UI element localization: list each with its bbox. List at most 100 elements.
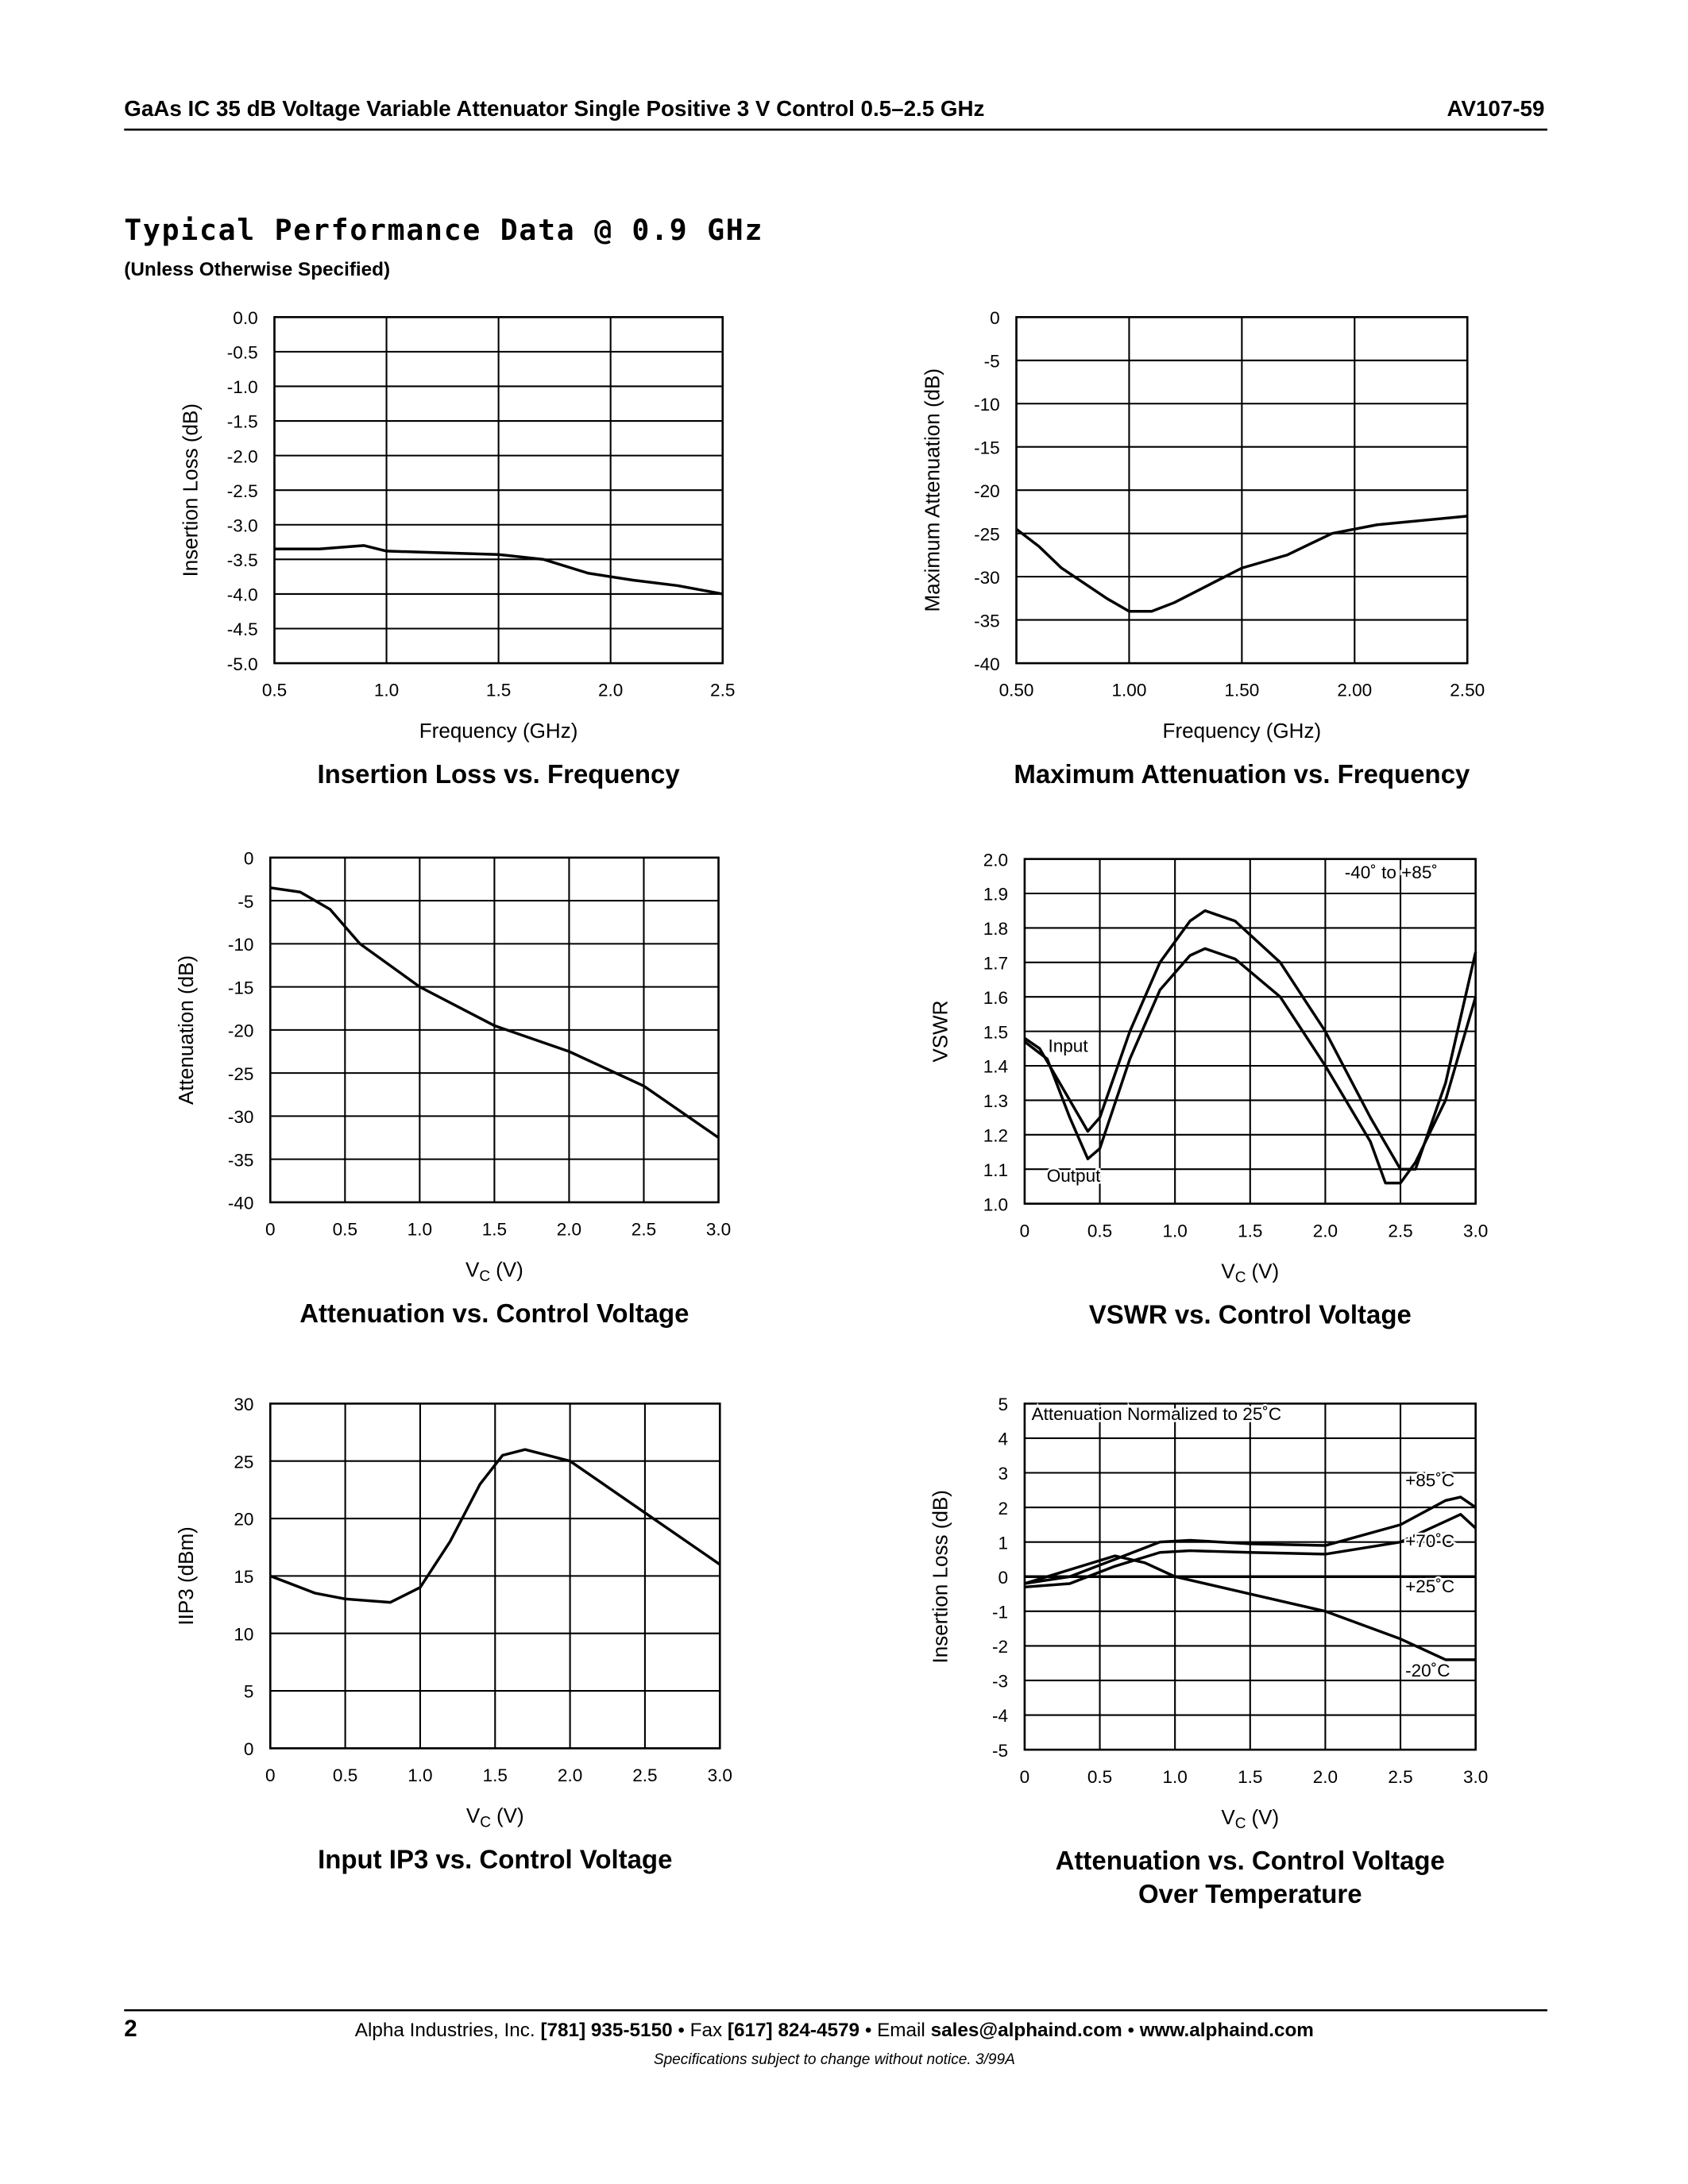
y-tick-label: 5 <box>244 1682 254 1702</box>
section-subtitle: (Unless Otherwise Specified) <box>124 259 390 280</box>
data-line <box>1015 515 1468 613</box>
data-line <box>270 886 720 1139</box>
x-axis-label: Frequency (GHz) <box>1163 719 1322 743</box>
y-tick-label: 1.2 <box>983 1126 1008 1146</box>
x-tick-label: 1.0 <box>1162 1767 1187 1787</box>
chart-title: Input IP3 vs. Control Voltage <box>318 1844 672 1873</box>
x-tick-label: 2.0 <box>1313 1767 1338 1787</box>
y-tick-label: -5 <box>992 1741 1008 1761</box>
x-tick-label: 1.5 <box>483 1765 508 1785</box>
series-label: +85˚C <box>1405 1471 1454 1491</box>
x-axis-label-sub: C <box>480 1814 491 1831</box>
data-line <box>1024 1495 1477 1585</box>
y-tick-label: 5 <box>999 1395 1009 1414</box>
y-tick-label: -1 <box>992 1602 1008 1622</box>
y-axis-label: Attenuation (dB) <box>174 955 198 1105</box>
y-tick-label: 30 <box>234 1395 253 1414</box>
data-line <box>269 1448 721 1604</box>
y-tick-label: -35 <box>228 1150 254 1170</box>
y-tick-label: 1.1 <box>983 1160 1008 1180</box>
series-label: Output <box>1047 1166 1101 1186</box>
x-tick-label: 1.0 <box>374 681 399 700</box>
y-tick-label: 1.4 <box>983 1057 1008 1077</box>
header-title: GaAs IC 35 dB Voltage Variable Attenuato… <box>124 96 984 121</box>
y-tick-label: -20 <box>974 481 1000 501</box>
series-label: Input <box>1048 1036 1088 1056</box>
y-tick-label: 1 <box>999 1533 1009 1553</box>
x-axis-label: VC (V) <box>1221 1259 1279 1286</box>
x-tick-label: 0.5 <box>1087 1767 1112 1787</box>
x-tick-label: 3.0 <box>708 1765 732 1785</box>
y-tick-label: 1.6 <box>983 988 1008 1008</box>
footer-part: [617] 824-4579 <box>728 2020 859 2041</box>
y-tick-label: 25 <box>234 1452 253 1472</box>
plot-frame <box>1015 316 1469 665</box>
y-tick-label: 4 <box>999 1430 1009 1449</box>
y-tick-label: -30 <box>974 568 1000 588</box>
y-tick-label: 2 <box>999 1499 1009 1518</box>
y-tick-label: -2.5 <box>227 481 258 501</box>
x-tick-label: 2.50 <box>1450 681 1485 700</box>
x-tick-label: 1.0 <box>1162 1221 1187 1241</box>
y-tick-label: -5.0 <box>227 654 258 674</box>
y-tick-label: 1.9 <box>983 885 1008 905</box>
y-tick-label: 1.7 <box>983 953 1008 973</box>
x-axis-label-main: V <box>466 1804 481 1827</box>
footer-part: • Fax <box>678 2020 722 2041</box>
y-tick-label: -4 <box>992 1706 1008 1726</box>
chart: 2.0 1.9 1.8 1.7 1.6 1.5 1.4 1.3 1.2 1.1 1.0 0 0.5 1.0… <box>929 850 1489 1329</box>
y-tick-label: -35 <box>974 611 1000 631</box>
data-line <box>1024 1513 1477 1589</box>
x-axis-label: VC (V) <box>466 1804 524 1831</box>
data-line <box>1024 1554 1476 1661</box>
x-axis-label-unit: (V) <box>1251 1805 1279 1829</box>
footer-note: Specifications subject to change without… <box>654 2051 1015 2068</box>
x-axis-label: VC (V) <box>465 1258 523 1285</box>
x-tick-label: 3.0 <box>1463 1221 1488 1241</box>
chart: 5 4 3 2 1 0 -1 -2 -3 -4 -5 0 0.5 1.0 1.5 2.0 2.5 3.0 VC (V)… <box>929 1395 1489 1908</box>
y-tick-label: 0 <box>999 1568 1009 1588</box>
x-axis-label-unit: (V) <box>1251 1259 1279 1283</box>
y-axis-label: IIP3 (dBm) <box>174 1526 198 1625</box>
x-tick-label: 1.50 <box>1224 681 1259 700</box>
chart-title: Insertion Loss vs. Frequency <box>318 759 681 789</box>
x-tick-label: 0 <box>265 1765 276 1785</box>
y-tick-label: 3 <box>999 1464 1009 1484</box>
x-tick-label: 2.0 <box>598 681 623 700</box>
y-tick-label: -10 <box>974 395 1000 415</box>
x-tick-label: 1.0 <box>408 1220 432 1240</box>
x-tick-label: 3.0 <box>706 1220 731 1240</box>
plot-frame <box>268 856 720 1204</box>
series-label: +25˚C <box>1405 1576 1454 1596</box>
x-tick-label: 0 <box>1020 1221 1030 1241</box>
x-axis-label-main: V <box>1221 1259 1235 1283</box>
page-number: 2 <box>124 2016 137 2042</box>
footer-contact: Alpha Industries, Inc. [781] 935-5150 • … <box>355 2020 1314 2041</box>
footer-part: • Email <box>865 2020 925 2041</box>
x-axis-label-main: Frequency (GHz) <box>1163 719 1322 743</box>
y-tick-label: -20 <box>228 1021 254 1041</box>
x-axis-label-unit: (V) <box>496 1804 524 1827</box>
y-tick-label: -2.0 <box>227 446 258 466</box>
x-axis-label-main: Frequency (GHz) <box>419 719 578 743</box>
x-tick-label: 2.0 <box>558 1765 582 1785</box>
y-tick-label: 1.8 <box>983 919 1008 939</box>
annotation: -40˚ to +85˚ <box>1345 862 1438 882</box>
y-tick-label: 0.0 <box>233 308 257 328</box>
x-axis-label: Frequency (GHz) <box>419 719 578 743</box>
data-line <box>274 544 724 596</box>
y-tick-label: -15 <box>974 438 1000 457</box>
x-tick-label: 0.5 <box>333 1220 357 1240</box>
x-tick-label: 2.0 <box>557 1220 581 1240</box>
footer-part: • <box>1127 2020 1134 2041</box>
y-tick-label: -1.5 <box>227 412 258 432</box>
x-tick-label: 2.5 <box>632 1765 657 1785</box>
x-tick-label: 2.5 <box>710 681 735 700</box>
plot-frame <box>1023 858 1477 1205</box>
x-tick-label: 0 <box>1020 1767 1030 1787</box>
x-axis-label: VC (V) <box>1221 1805 1279 1832</box>
y-tick-label: 1.0 <box>983 1194 1008 1214</box>
y-tick-label: 1.3 <box>983 1091 1008 1111</box>
y-tick-label: -40 <box>974 654 1000 674</box>
